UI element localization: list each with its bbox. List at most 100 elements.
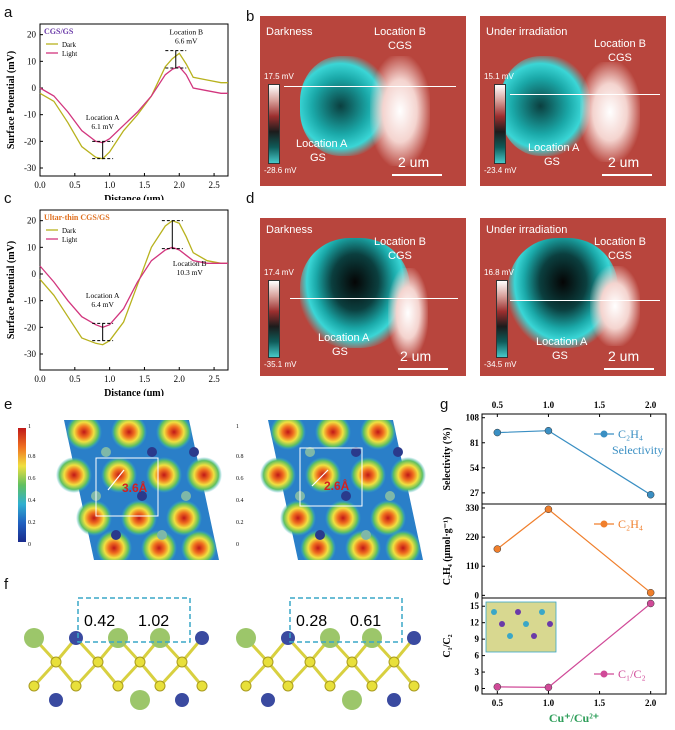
elf-cb-tick: 0.6 — [28, 476, 36, 482]
x-axis-label: Cu⁺/Cu²⁺ — [549, 711, 599, 725]
y-tick-label: 81 — [470, 438, 480, 448]
elf-map-left: 3.6Å — [56, 420, 222, 560]
legend-entry: C₂H₄ — [618, 517, 643, 531]
s-atom — [262, 656, 274, 668]
y-tick-label: -10 — [24, 110, 36, 120]
s-atom — [70, 680, 82, 692]
colorbar — [494, 84, 506, 164]
elf-atom — [147, 447, 157, 457]
elf-hotspot — [111, 420, 147, 450]
scale-bar — [398, 368, 448, 370]
elf-atom — [341, 491, 351, 501]
plot-frame — [39, 23, 229, 177]
x-tick-label: 0.0 — [34, 180, 46, 190]
x-tick-label: 2.5 — [208, 180, 220, 190]
scale-bar-label: 2 um — [398, 154, 430, 170]
top-x-tick-label: 2.0 — [645, 400, 657, 410]
location-b-label: Location B — [594, 38, 646, 50]
metal-atom — [69, 631, 83, 645]
legend-entry: Light — [62, 50, 77, 58]
elf-hotspot — [56, 457, 92, 493]
legend-entry: C₁/C₂ — [618, 667, 646, 681]
kpfm-b-irradiation: Under irradiation Location B CGS Locatio… — [480, 16, 666, 186]
y-tick-label: -20 — [24, 322, 36, 332]
material-a-label: GS — [552, 350, 568, 362]
elf-hotspot — [350, 457, 386, 493]
elf-hotspot — [181, 530, 217, 560]
condition-label: Under irradiation — [486, 26, 568, 38]
elf-hotspot — [156, 420, 192, 450]
y-tick-label: 27 — [470, 488, 480, 498]
location-a-label: Location A — [318, 332, 370, 344]
s-atom — [346, 656, 358, 668]
elf-map-right: 2.6Å — [260, 420, 426, 560]
y-tick-label: -20 — [24, 136, 36, 146]
elf-hotspot — [315, 420, 351, 450]
inset-atom — [491, 609, 497, 615]
elf-hotspot — [260, 457, 296, 493]
elf-hotspot — [300, 530, 336, 560]
elf-hotspot — [360, 420, 396, 450]
metal-atom — [150, 628, 170, 648]
metal-atom — [236, 628, 256, 648]
elf-atom — [111, 530, 121, 540]
inset-atom — [547, 621, 553, 627]
scale-bar-label: 2 um — [400, 348, 432, 364]
metal-atom — [320, 628, 340, 648]
colorbar-min: -28.6 mV — [264, 166, 297, 175]
scale-bar-label: 2 um — [608, 154, 640, 170]
scale-bar — [604, 368, 654, 370]
elf-atom — [157, 530, 167, 540]
x-tick-label: 0.5 — [492, 698, 504, 708]
kpfm-d-darkness: Darkness Location B CGS Location A GS 17… — [260, 218, 466, 376]
elf-hotspot — [325, 500, 361, 536]
elf-atom — [181, 491, 191, 501]
elf-atom — [137, 491, 147, 501]
elf-hotspot — [186, 457, 222, 493]
elf-atom — [385, 491, 395, 501]
s-atom — [134, 656, 146, 668]
y-tick-label: 0 — [475, 590, 480, 600]
elf-hotspot — [280, 500, 316, 536]
metal-atom — [108, 628, 128, 648]
data-point — [493, 683, 502, 691]
scale-bar — [392, 174, 442, 176]
location-b-value: 10.3 mV — [177, 268, 204, 277]
panel-label-c: c — [4, 190, 12, 207]
y-axis-label: Surface Potential (mV) — [6, 241, 17, 339]
elf-hotspot — [270, 420, 306, 450]
x-axis-label: Distance (μm) — [104, 388, 164, 396]
cgs-domain — [580, 62, 640, 162]
legend-entry-selectivity: Selectivity — [612, 443, 663, 457]
metal-atom — [281, 631, 295, 645]
elf-cb-tick: 0.8 — [236, 454, 244, 460]
series-line-light — [39, 65, 228, 144]
cgs-domain — [388, 268, 428, 358]
top-x-tick-label: 0.5 — [492, 400, 504, 410]
x-tick-label: 2.5 — [208, 374, 220, 384]
y-tick-label: 110 — [466, 561, 480, 571]
s-atom — [196, 680, 208, 692]
elf-hotspot — [66, 420, 102, 450]
material-b-label: CGS — [388, 40, 412, 52]
s-atom — [28, 680, 40, 692]
kpfm-b-darkness: Darkness Location B CGS Location A GS 17… — [260, 16, 466, 186]
charge-value-1: 0.42 — [84, 613, 115, 630]
subplot-frame — [481, 597, 667, 695]
y-tick-label: 0 — [32, 83, 37, 93]
elf-atom — [305, 447, 315, 457]
y-axis-label: C₁/C₂ — [442, 634, 453, 657]
x-tick-label: 1.0 — [104, 374, 116, 384]
plot-frame — [39, 209, 229, 371]
elf-atom — [101, 447, 111, 457]
y-tick-label: 15 — [470, 601, 480, 611]
legend-entry: Dark — [62, 41, 76, 49]
panel-label-b: b — [246, 8, 255, 25]
elf-cb-tick: 0.4 — [236, 498, 244, 504]
data-point — [646, 599, 655, 608]
elf-cb-ticks: 0.8 0.6 0.4 0.2 0 — [28, 446, 36, 556]
legend-entry: Dark — [62, 227, 76, 235]
location-b-label: Location B — [173, 259, 207, 268]
inset-atom — [523, 621, 529, 627]
metal-atom — [195, 631, 209, 645]
